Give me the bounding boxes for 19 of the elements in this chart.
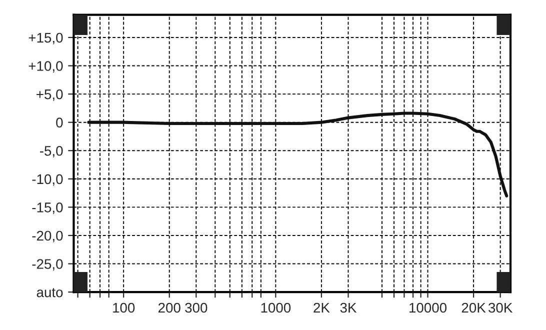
- y-tick-label: 0: [56, 118, 63, 128]
- y-tick-label: -15,0: [32, 202, 63, 214]
- y-tick-label: -25,0: [32, 259, 63, 271]
- y-tick-label: +15,0: [28, 32, 63, 44]
- x-tick-label: 2K: [314, 302, 330, 313]
- x-tick-label: 20K: [462, 302, 486, 313]
- y-tick-label: +5,0: [36, 89, 63, 101]
- y-tick-label: +10,0: [28, 61, 63, 73]
- x-tick-label: 30K: [488, 302, 513, 313]
- x-tick-label: 100: [113, 302, 135, 313]
- x-tick-label: 3K: [340, 302, 357, 313]
- x-tick-label: 300: [185, 302, 208, 313]
- x-tick-label: 1000: [261, 302, 291, 313]
- y-tick-label: auto: [36, 288, 63, 298]
- x-tick-label: 10000: [410, 302, 447, 313]
- x-tick-label: 200: [158, 302, 180, 313]
- y-tick-label: -5,0: [40, 146, 63, 158]
- y-tick-label: -10,0: [32, 174, 63, 186]
- y-tick-label: -20,0: [32, 230, 63, 242]
